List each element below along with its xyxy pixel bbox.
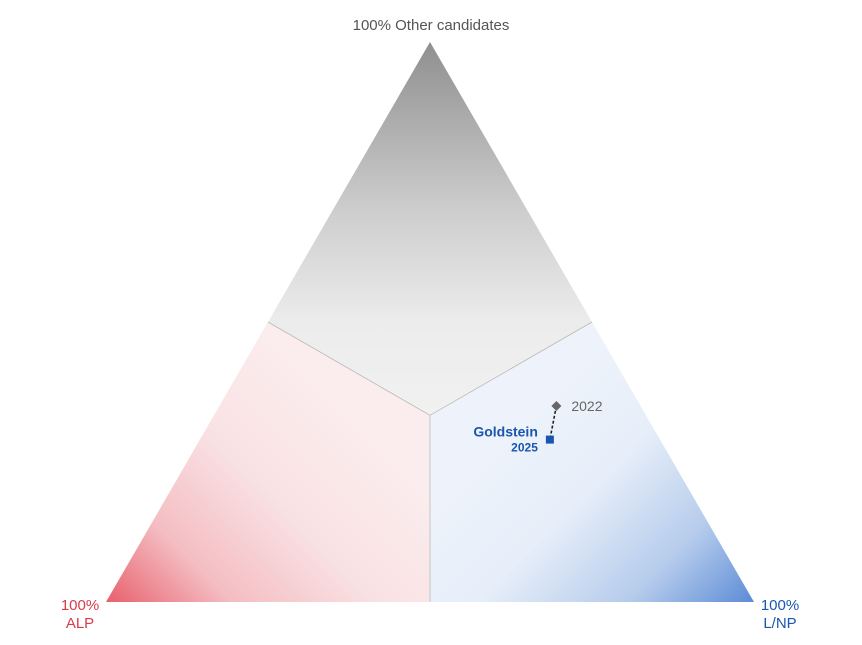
vertex-label-lnp-line2: L/NP	[763, 615, 797, 632]
region-other	[268, 42, 592, 416]
region-lnp	[430, 322, 754, 602]
region-divider	[267, 321, 431, 416]
point-2025-marker	[545, 435, 554, 444]
vertex-label-other: 100% Other candidates	[331, 17, 531, 35]
point-2025-label: 2025	[511, 441, 538, 455]
series-name-label: Goldstein	[473, 424, 538, 440]
vertex-label-lnp: 100% L/NP	[740, 597, 820, 633]
trail-line	[549, 405, 558, 440]
region-divider	[429, 321, 593, 416]
point-2022-marker	[551, 401, 562, 411]
vertex-label-alp-line2: ALP	[65, 615, 95, 632]
vertex-label-lnp-line1: 100%	[760, 597, 800, 614]
vertex-label-other-line1: 100% Other candidates	[352, 17, 510, 34]
region-alp	[106, 322, 430, 602]
vertex-label-alp-line1: 100%	[60, 597, 100, 614]
vertex-label-alp: 100% ALP	[40, 597, 120, 633]
point-2022-label: 2022	[571, 398, 602, 414]
